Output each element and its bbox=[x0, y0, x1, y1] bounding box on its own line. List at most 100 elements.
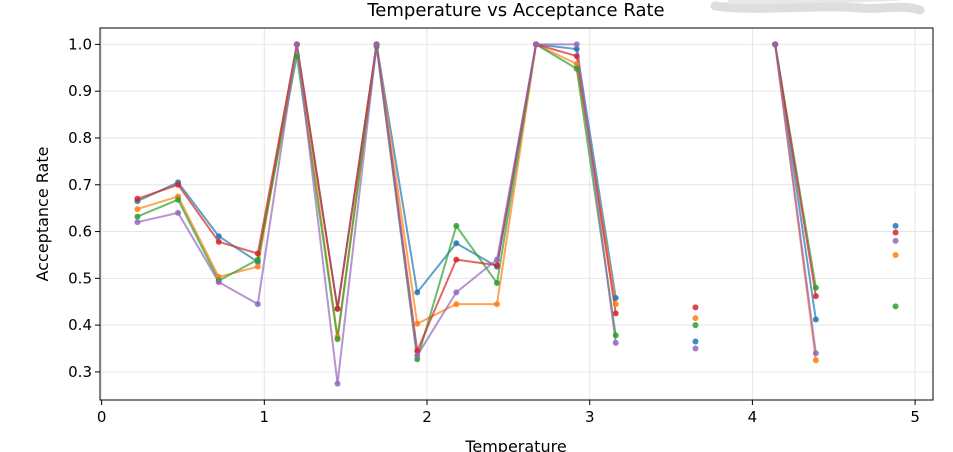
series-5-point bbox=[812, 350, 819, 357]
series-5-segment bbox=[416, 291, 458, 357]
series-1-point bbox=[215, 233, 222, 240]
series-1-segment bbox=[416, 242, 458, 294]
series-5-segment bbox=[455, 258, 498, 294]
series-2-segment bbox=[177, 195, 220, 278]
series-4-segment bbox=[535, 43, 578, 58]
series-4-segment bbox=[416, 258, 458, 352]
series-4-segment bbox=[774, 43, 817, 298]
series-4-point bbox=[175, 181, 182, 188]
chart-title: Temperature vs Acceptance Rate bbox=[366, 0, 664, 21]
series-5-segment bbox=[375, 43, 419, 357]
series-3-point bbox=[254, 256, 261, 263]
grid bbox=[100, 28, 933, 400]
series-5-segment bbox=[136, 211, 180, 224]
x-axis-label: Temperature bbox=[464, 437, 566, 452]
series-1-point bbox=[453, 240, 460, 247]
series-5-point bbox=[215, 279, 222, 286]
series-5-point bbox=[692, 345, 699, 352]
series-4-segment bbox=[336, 43, 378, 310]
series-4-segment bbox=[256, 43, 298, 255]
series-2-point bbox=[812, 357, 819, 364]
series-3-point bbox=[692, 322, 699, 329]
series-4-point bbox=[493, 262, 500, 269]
series-5-point bbox=[254, 301, 261, 308]
series-points bbox=[134, 41, 899, 387]
series-2-point bbox=[692, 315, 699, 322]
plot-frame bbox=[99, 27, 934, 401]
series-1-point bbox=[414, 289, 421, 296]
y-tick-label: 0.5 bbox=[68, 269, 92, 287]
series-2-point bbox=[254, 263, 261, 270]
series-4-point bbox=[453, 256, 460, 263]
series-4-point bbox=[692, 304, 699, 311]
series-3-segment bbox=[217, 258, 259, 282]
series-3-point bbox=[134, 213, 141, 220]
series-4-point bbox=[215, 238, 222, 245]
series-4-point bbox=[334, 305, 341, 312]
series-2-point bbox=[414, 320, 421, 327]
y-tick-label: 0.8 bbox=[68, 129, 92, 147]
y-tick-label: 0.6 bbox=[68, 223, 92, 241]
x-axis: 0 1 2 3 4 5 bbox=[97, 400, 920, 426]
series-2-point bbox=[612, 301, 619, 308]
series-2-point bbox=[892, 251, 899, 258]
series-3-point bbox=[293, 53, 300, 60]
series-5-segment bbox=[774, 43, 817, 355]
series-3-point bbox=[453, 222, 460, 229]
y-tick-label: 0.7 bbox=[68, 176, 92, 194]
series-1-point bbox=[573, 46, 580, 53]
x-tick-label: 1 bbox=[260, 408, 270, 426]
series-3-point bbox=[612, 332, 619, 339]
series-3-point bbox=[334, 336, 341, 343]
series-1-point bbox=[692, 338, 699, 345]
series-4-segment bbox=[177, 183, 220, 243]
series-5-point bbox=[892, 237, 899, 244]
series-4-point bbox=[414, 347, 421, 354]
series-5-point bbox=[772, 41, 779, 48]
series-5-segment bbox=[256, 43, 298, 306]
series-4-point bbox=[254, 250, 261, 257]
series-5-point bbox=[414, 352, 421, 359]
series-2-point bbox=[134, 206, 141, 213]
series-5-point bbox=[573, 41, 580, 48]
series-1-point bbox=[892, 222, 899, 229]
x-tick-label: 4 bbox=[748, 408, 758, 426]
y-tick-label: 1.0 bbox=[68, 35, 92, 53]
series-5-segment bbox=[177, 211, 220, 284]
series-5-segment bbox=[495, 43, 538, 261]
series-5-point bbox=[334, 380, 341, 387]
series-5-segment bbox=[217, 281, 259, 306]
series-2-segment bbox=[136, 195, 180, 211]
series-3-point bbox=[175, 196, 182, 203]
series-2-segment bbox=[416, 303, 458, 325]
series-5-point bbox=[453, 289, 460, 296]
y-axis-label: Acceptance Rate bbox=[33, 147, 52, 282]
x-tick-label: 0 bbox=[97, 408, 107, 426]
series-5-segment bbox=[575, 43, 617, 344]
series-lines bbox=[136, 43, 817, 385]
series-3-point bbox=[493, 280, 500, 287]
series-1-point bbox=[812, 316, 819, 323]
series-4-segment bbox=[295, 43, 339, 310]
series-3-segment bbox=[177, 198, 220, 282]
series-5-point bbox=[493, 256, 500, 263]
series-4-point bbox=[134, 195, 141, 202]
series-5-point bbox=[612, 339, 619, 346]
series-1-point bbox=[612, 294, 619, 301]
series-2-segment bbox=[217, 265, 259, 278]
series-5-segment bbox=[295, 43, 339, 385]
series-3-segment bbox=[136, 198, 180, 218]
y-tick-label: 0.3 bbox=[68, 363, 92, 381]
series-5-segment bbox=[336, 43, 378, 385]
y-tick-label: 0.9 bbox=[68, 82, 92, 100]
series-2-point bbox=[573, 61, 580, 68]
series-5-point bbox=[533, 41, 540, 48]
series-4-point bbox=[812, 293, 819, 300]
scribble-decoration bbox=[710, 0, 925, 15]
series-5-point bbox=[134, 219, 141, 226]
y-axis: 0.3 0.4 0.5 0.6 0.7 0.8 0.9 1.0 bbox=[68, 35, 100, 381]
series-4-point bbox=[573, 53, 580, 60]
series-5-point bbox=[175, 209, 182, 216]
series-3-segment bbox=[535, 43, 578, 70]
